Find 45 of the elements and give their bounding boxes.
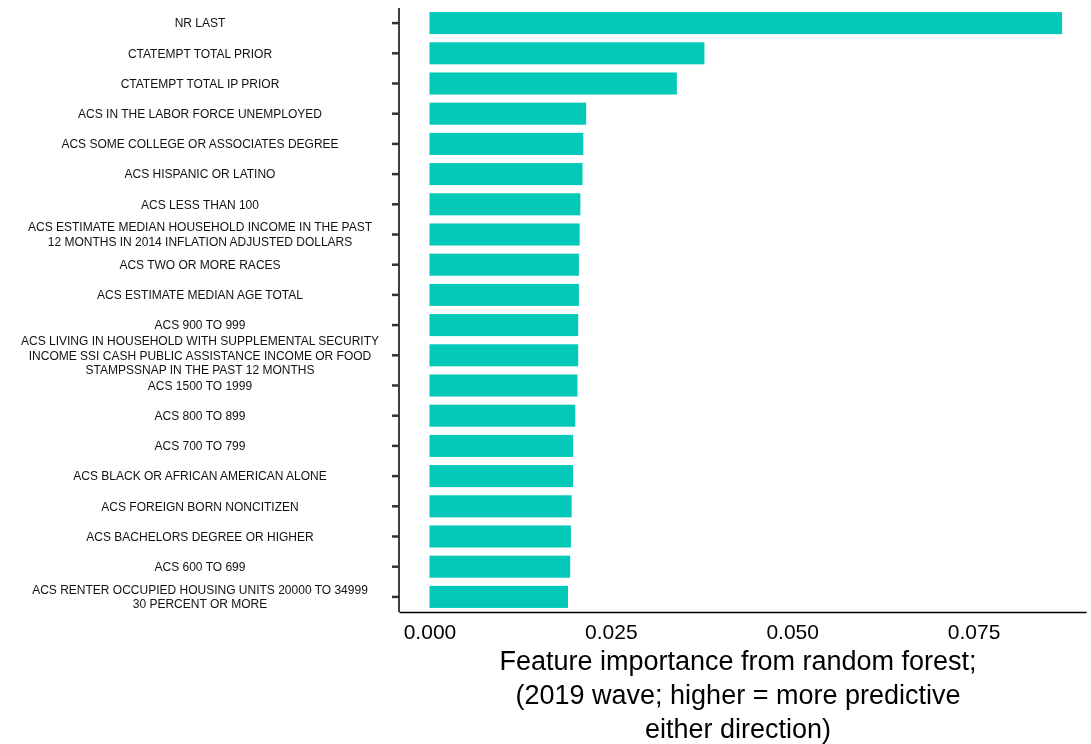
y-tick-label: NR LAST	[174, 16, 226, 31]
bar	[429, 374, 578, 397]
bar	[429, 42, 705, 65]
x-tick-label: 0.025	[585, 619, 638, 643]
y-tick-label: ACS ESTIMATE MEDIAN HOUSEHOLD INCOME IN THE PAST 12 MONTHS IN 2014 INFLATION ADJUSTED DOLLARS	[27, 220, 373, 249]
y-tick-label: ACS SOME COLLEGE OR ASSOCIATES DEGREE	[61, 137, 339, 152]
bar	[429, 585, 569, 608]
bar	[429, 163, 583, 186]
bar	[429, 132, 584, 155]
x-tick-label: 0.000	[403, 619, 457, 643]
y-tick-label: ACS BACHELORS DEGREE OR HIGHER	[86, 529, 315, 544]
bar	[429, 102, 587, 125]
bar	[429, 193, 581, 216]
bar	[429, 314, 579, 337]
bar	[429, 223, 580, 246]
x-axis-title: Feature importance from random forest; (2019 wave; higher = more predictive either direction)	[499, 646, 977, 744]
y-tick-label: ACS ESTIMATE MEDIAN AGE TOTAL	[97, 288, 304, 303]
y-tick-label: ACS 600 TO 699	[154, 559, 246, 574]
y-tick-label: ACS FOREIGN BORN NONCITIZEN	[101, 499, 299, 514]
bar	[429, 465, 574, 488]
y-tick-label: ACS LIVING IN HOUSEHOLD WITH SUPPLEMENTAL SECURITY INCOME SSI CASH PUBLIC ASSISTANCE INCOME OR FOOD STAMPSSNAP IN THE PAST 12 MONTHS	[20, 334, 380, 377]
bar	[429, 12, 1063, 35]
y-tick-label: ACS 1500 TO 1999	[147, 378, 253, 393]
bar	[429, 72, 677, 95]
y-tick-label: CTATEMPT TOTAL IP PRIOR	[120, 76, 280, 91]
x-tick-label: 0.075	[947, 619, 1001, 643]
y-tick-label: ACS IN THE LABOR FORCE UNEMPLOYED	[78, 106, 323, 121]
x-tick-label: 0.050	[766, 619, 819, 643]
y-tick-label: CTATEMPT TOTAL PRIOR	[127, 46, 273, 61]
bar	[429, 283, 579, 306]
y-tick-label: ACS LESS THAN 100	[141, 197, 260, 212]
bar	[429, 495, 572, 518]
y-tick-label: ACS 800 TO 899	[154, 408, 246, 423]
y-tick-label: ACS 900 TO 999	[154, 318, 246, 333]
bar	[429, 404, 576, 427]
bar	[429, 344, 579, 367]
y-tick-label: ACS BLACK OR AFRICAN AMERICAN ALONE	[73, 469, 327, 484]
y-tick-label: ACS RENTER OCCUPIED HOUSING UNITS 20000 TO 34999 30 PERCENT OR MORE	[32, 582, 369, 612]
bar	[429, 434, 574, 457]
bar	[429, 253, 579, 276]
y-tick-label: ACS HISPANIC OR LATINO	[124, 167, 276, 182]
bar	[429, 525, 571, 548]
y-tick-label: ACS 700 TO 799	[154, 439, 246, 454]
y-tick-label: ACS TWO OR MORE RACES	[119, 257, 281, 272]
bar	[429, 555, 571, 578]
